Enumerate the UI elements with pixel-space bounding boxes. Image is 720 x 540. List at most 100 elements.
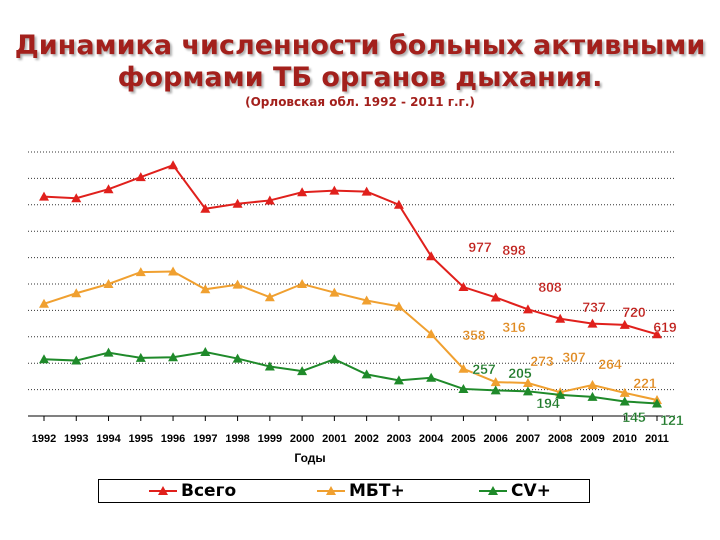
data-point	[200, 203, 211, 213]
data-label: 720	[622, 304, 646, 320]
data-point	[490, 385, 501, 395]
x-tick-label: 1993	[64, 433, 88, 445]
data-label: 121	[660, 412, 684, 428]
data-point	[555, 313, 566, 323]
x-tick-label: 1997	[193, 433, 217, 445]
data-point	[587, 379, 598, 389]
data-point	[232, 198, 243, 208]
series-line-0	[43, 164, 658, 336]
data-label: 619	[653, 319, 677, 335]
data-point	[426, 329, 437, 339]
data-point	[200, 284, 211, 294]
data-label: 307	[562, 349, 586, 365]
legend-marker-cv	[479, 486, 507, 495]
data-point	[168, 352, 179, 362]
data-point	[652, 398, 662, 408]
data-label: 737	[582, 299, 606, 315]
data-point	[297, 279, 308, 288]
data-point	[103, 347, 114, 357]
data-point	[103, 184, 114, 194]
data-point	[329, 354, 340, 364]
data-point	[71, 193, 82, 203]
data-point	[458, 282, 469, 292]
legend-marker-vsego	[149, 486, 177, 495]
x-tick-label: 1994	[96, 433, 121, 445]
data-label: 273	[530, 353, 554, 369]
data-point	[522, 378, 533, 387]
data-point	[555, 389, 566, 399]
data-point	[135, 267, 146, 277]
data-point	[361, 295, 372, 305]
x-tick-label: 1992	[32, 433, 56, 445]
data-point	[361, 369, 372, 379]
data-point	[39, 191, 49, 201]
data-point	[522, 304, 533, 314]
data-point	[264, 195, 275, 205]
data-label: 977	[468, 239, 492, 255]
data-label: 221	[633, 375, 657, 391]
data-point	[200, 346, 211, 356]
x-tick-label: 2011	[645, 433, 669, 445]
x-tick-label: 2007	[516, 433, 540, 445]
data-label: 205	[508, 365, 532, 381]
legend-item-mbt: МБТ+	[317, 480, 405, 502]
data-point	[297, 187, 308, 197]
data-point	[135, 352, 146, 362]
x-tick-label: 2002	[354, 433, 378, 445]
x-tick-label: 2008	[548, 433, 572, 445]
data-point	[361, 186, 372, 196]
data-label: 808	[538, 279, 562, 295]
data-point	[426, 251, 437, 261]
data-point	[264, 292, 275, 302]
x-tick-label: 2004	[419, 433, 444, 445]
data-point	[619, 396, 630, 406]
legend-item-vsego: Всего	[149, 480, 236, 502]
x-tick-label: 2009	[580, 433, 604, 445]
data-point	[587, 391, 598, 401]
chart-title-line2: формами ТБ органов дыхания.	[117, 62, 603, 93]
data-point	[103, 279, 114, 288]
x-tick-label: 1995	[129, 433, 153, 445]
data-label: 145	[622, 409, 646, 425]
data-point	[168, 160, 179, 170]
data-point	[232, 353, 243, 363]
data-label: 898	[502, 242, 526, 258]
data-point	[619, 387, 630, 397]
data-point	[490, 292, 501, 302]
data-label: 264	[598, 356, 622, 372]
data-point	[587, 318, 598, 328]
chart-title-line1: Динамика численности больных активными	[14, 30, 706, 61]
data-point	[393, 199, 404, 209]
legend-label-mbt: МБТ+	[349, 481, 405, 501]
x-tick-label: 1999	[258, 433, 282, 445]
data-point	[652, 329, 662, 339]
x-tick-label: 2010	[612, 433, 636, 445]
legend-item-cv: CV+	[479, 480, 551, 502]
x-axis-label: Годы	[294, 451, 325, 465]
data-label: 257	[472, 361, 496, 377]
data-point	[168, 266, 179, 276]
data-point	[426, 372, 437, 382]
data-point	[232, 279, 243, 289]
data-point	[71, 288, 82, 298]
data-point	[264, 361, 275, 371]
data-point	[393, 375, 404, 385]
legend-marker-mbt	[317, 486, 345, 495]
data-point	[619, 319, 630, 329]
data-point	[490, 377, 501, 387]
chart-subtitle: (Орловская обл. 1992 - 2011 г.г.)	[245, 95, 475, 109]
x-tick-label: 2003	[387, 433, 411, 445]
data-point	[39, 354, 49, 364]
data-label: 316	[502, 319, 526, 335]
data-point	[458, 383, 469, 393]
data-point	[135, 172, 146, 182]
series-line-1	[43, 270, 658, 402]
x-tick-label: 2006	[483, 433, 507, 445]
series-line-2	[43, 350, 658, 405]
legend-label-vsego: Всего	[181, 481, 237, 501]
data-point	[39, 298, 49, 308]
data-point	[297, 366, 308, 376]
data-label: 194	[536, 395, 560, 411]
data-point	[458, 363, 469, 373]
